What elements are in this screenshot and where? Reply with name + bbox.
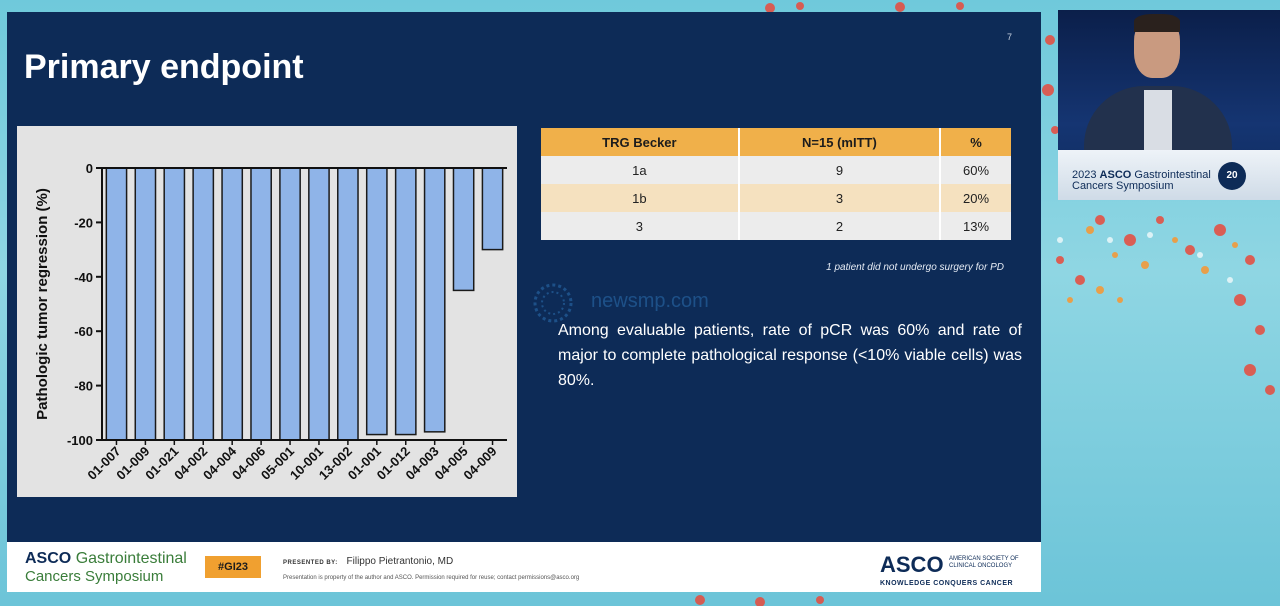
y-axis-label: Pathologic tumor regression (%) [34, 188, 51, 420]
table-cell: 13% [940, 212, 1011, 240]
bar [279, 167, 301, 441]
podium-brand: ASCO [1099, 169, 1132, 181]
y-tick-label: -40 [74, 270, 93, 285]
table-header-row: TRG Becker N=15 (mITT) % [541, 128, 1011, 156]
bar [192, 167, 215, 441]
table-cell: 60% [940, 156, 1011, 184]
presented-label: PRESENTED BY: [283, 560, 338, 566]
footer-disclaimer: Presentation is property of the author a… [283, 575, 580, 581]
bar [163, 167, 186, 441]
bar [105, 167, 128, 441]
podium-year: 2023 [1072, 169, 1097, 181]
table-row: 3 2 13% [541, 212, 1011, 240]
table-footnote: 1 patient did not undergo surgery for PD [826, 262, 1004, 273]
hashtag-badge: #GI23 [205, 556, 261, 578]
slide-number: 7 [1007, 32, 1013, 42]
table-row: 1b 3 20% [541, 184, 1011, 212]
y-tick-label: -20 [74, 215, 93, 230]
symposium-logo-bold: ASCO [25, 550, 72, 567]
podium-badge: 20 [1218, 162, 1246, 190]
table-cell: 1b [541, 184, 740, 212]
summary-text: Among evaluable patients, rate of pCR wa… [558, 322, 1022, 389]
symposium-logo: ASCO Gastrointestinal [25, 550, 187, 568]
watermark: newsmp.com [527, 280, 767, 326]
slide-footer: ASCO Gastrointestinal Cancers Symposium … [7, 542, 1041, 592]
table-cell: 2 [738, 212, 942, 240]
slide-title: Primary endpoint [24, 48, 304, 86]
bar [221, 167, 244, 441]
presentation-slide: Primary endpoint 7 Pathologic tumor regr… [7, 12, 1041, 592]
table-row: 1a 9 60% [541, 156, 1011, 184]
symposium-logo-light: Gastrointestinal [75, 550, 187, 567]
bar [308, 167, 330, 441]
watermark-icon [533, 283, 573, 323]
y-tick-label: -100 [67, 433, 93, 448]
asco-logo: ASCO [880, 552, 944, 577]
chart-svg: Pathologic tumor regression (%) 0 -20 -40 -6… [34, 161, 507, 483]
speaker-shirt [1144, 90, 1172, 150]
x-tick-label: 04-009 [460, 444, 499, 483]
trg-table: TRG Becker N=15 (mITT) % 1a 9 60% 1b 3 2… [541, 128, 1011, 240]
table-header-cell: N=15 (mITT) [738, 128, 942, 156]
bar [134, 167, 157, 441]
presenter-name: Filippo Pietrantonio, MD [346, 556, 454, 567]
asco-society-name: AMERICAN SOCIETY OF CLINICAL ONCOLOGY [949, 556, 1019, 569]
waterfall-chart: Pathologic tumor regression (%) 0 -20 -40 -6… [17, 126, 517, 497]
watermark-text: newsmp.com [591, 290, 709, 312]
table-cell: 9 [738, 156, 942, 184]
presenter-line: PRESENTED BY: Filippo Pietrantonio, MD [283, 556, 453, 567]
speaker-video-feed: 2023 ASCO Gastrointestinal Cancers Sympo… [1058, 10, 1280, 200]
y-tick-label: -60 [74, 324, 93, 339]
bar [365, 167, 388, 436]
podium: 2023 ASCO Gastrointestinal Cancers Sympo… [1058, 150, 1280, 200]
symposium-logo-sub: Cancers Symposium [25, 568, 164, 585]
table-cell: 20% [940, 184, 1011, 212]
bar [481, 167, 504, 251]
bar [337, 167, 359, 441]
podium-line2: Cancers Symposium [1072, 180, 1174, 192]
table-cell: 3 [738, 184, 942, 212]
table-header-cell: TRG Becker [541, 128, 740, 156]
table-cell: 3 [541, 212, 740, 240]
speaker-hair [1134, 14, 1180, 32]
bar [250, 167, 272, 441]
bar [423, 167, 446, 433]
bar [394, 167, 417, 436]
y-tick-label: 0 [86, 161, 93, 176]
table-cell: 1a [541, 156, 740, 184]
table-header-cell: % [940, 128, 1011, 156]
bar [452, 167, 475, 292]
podium-sign: 2023 ASCO Gastrointestinal Cancers Sympo… [1072, 170, 1211, 192]
y-tick-label: -80 [74, 379, 93, 394]
podium-line1: Gastrointestinal [1134, 169, 1211, 181]
asco-tagline: KNOWLEDGE CONQUERS CANCER [880, 580, 1014, 587]
